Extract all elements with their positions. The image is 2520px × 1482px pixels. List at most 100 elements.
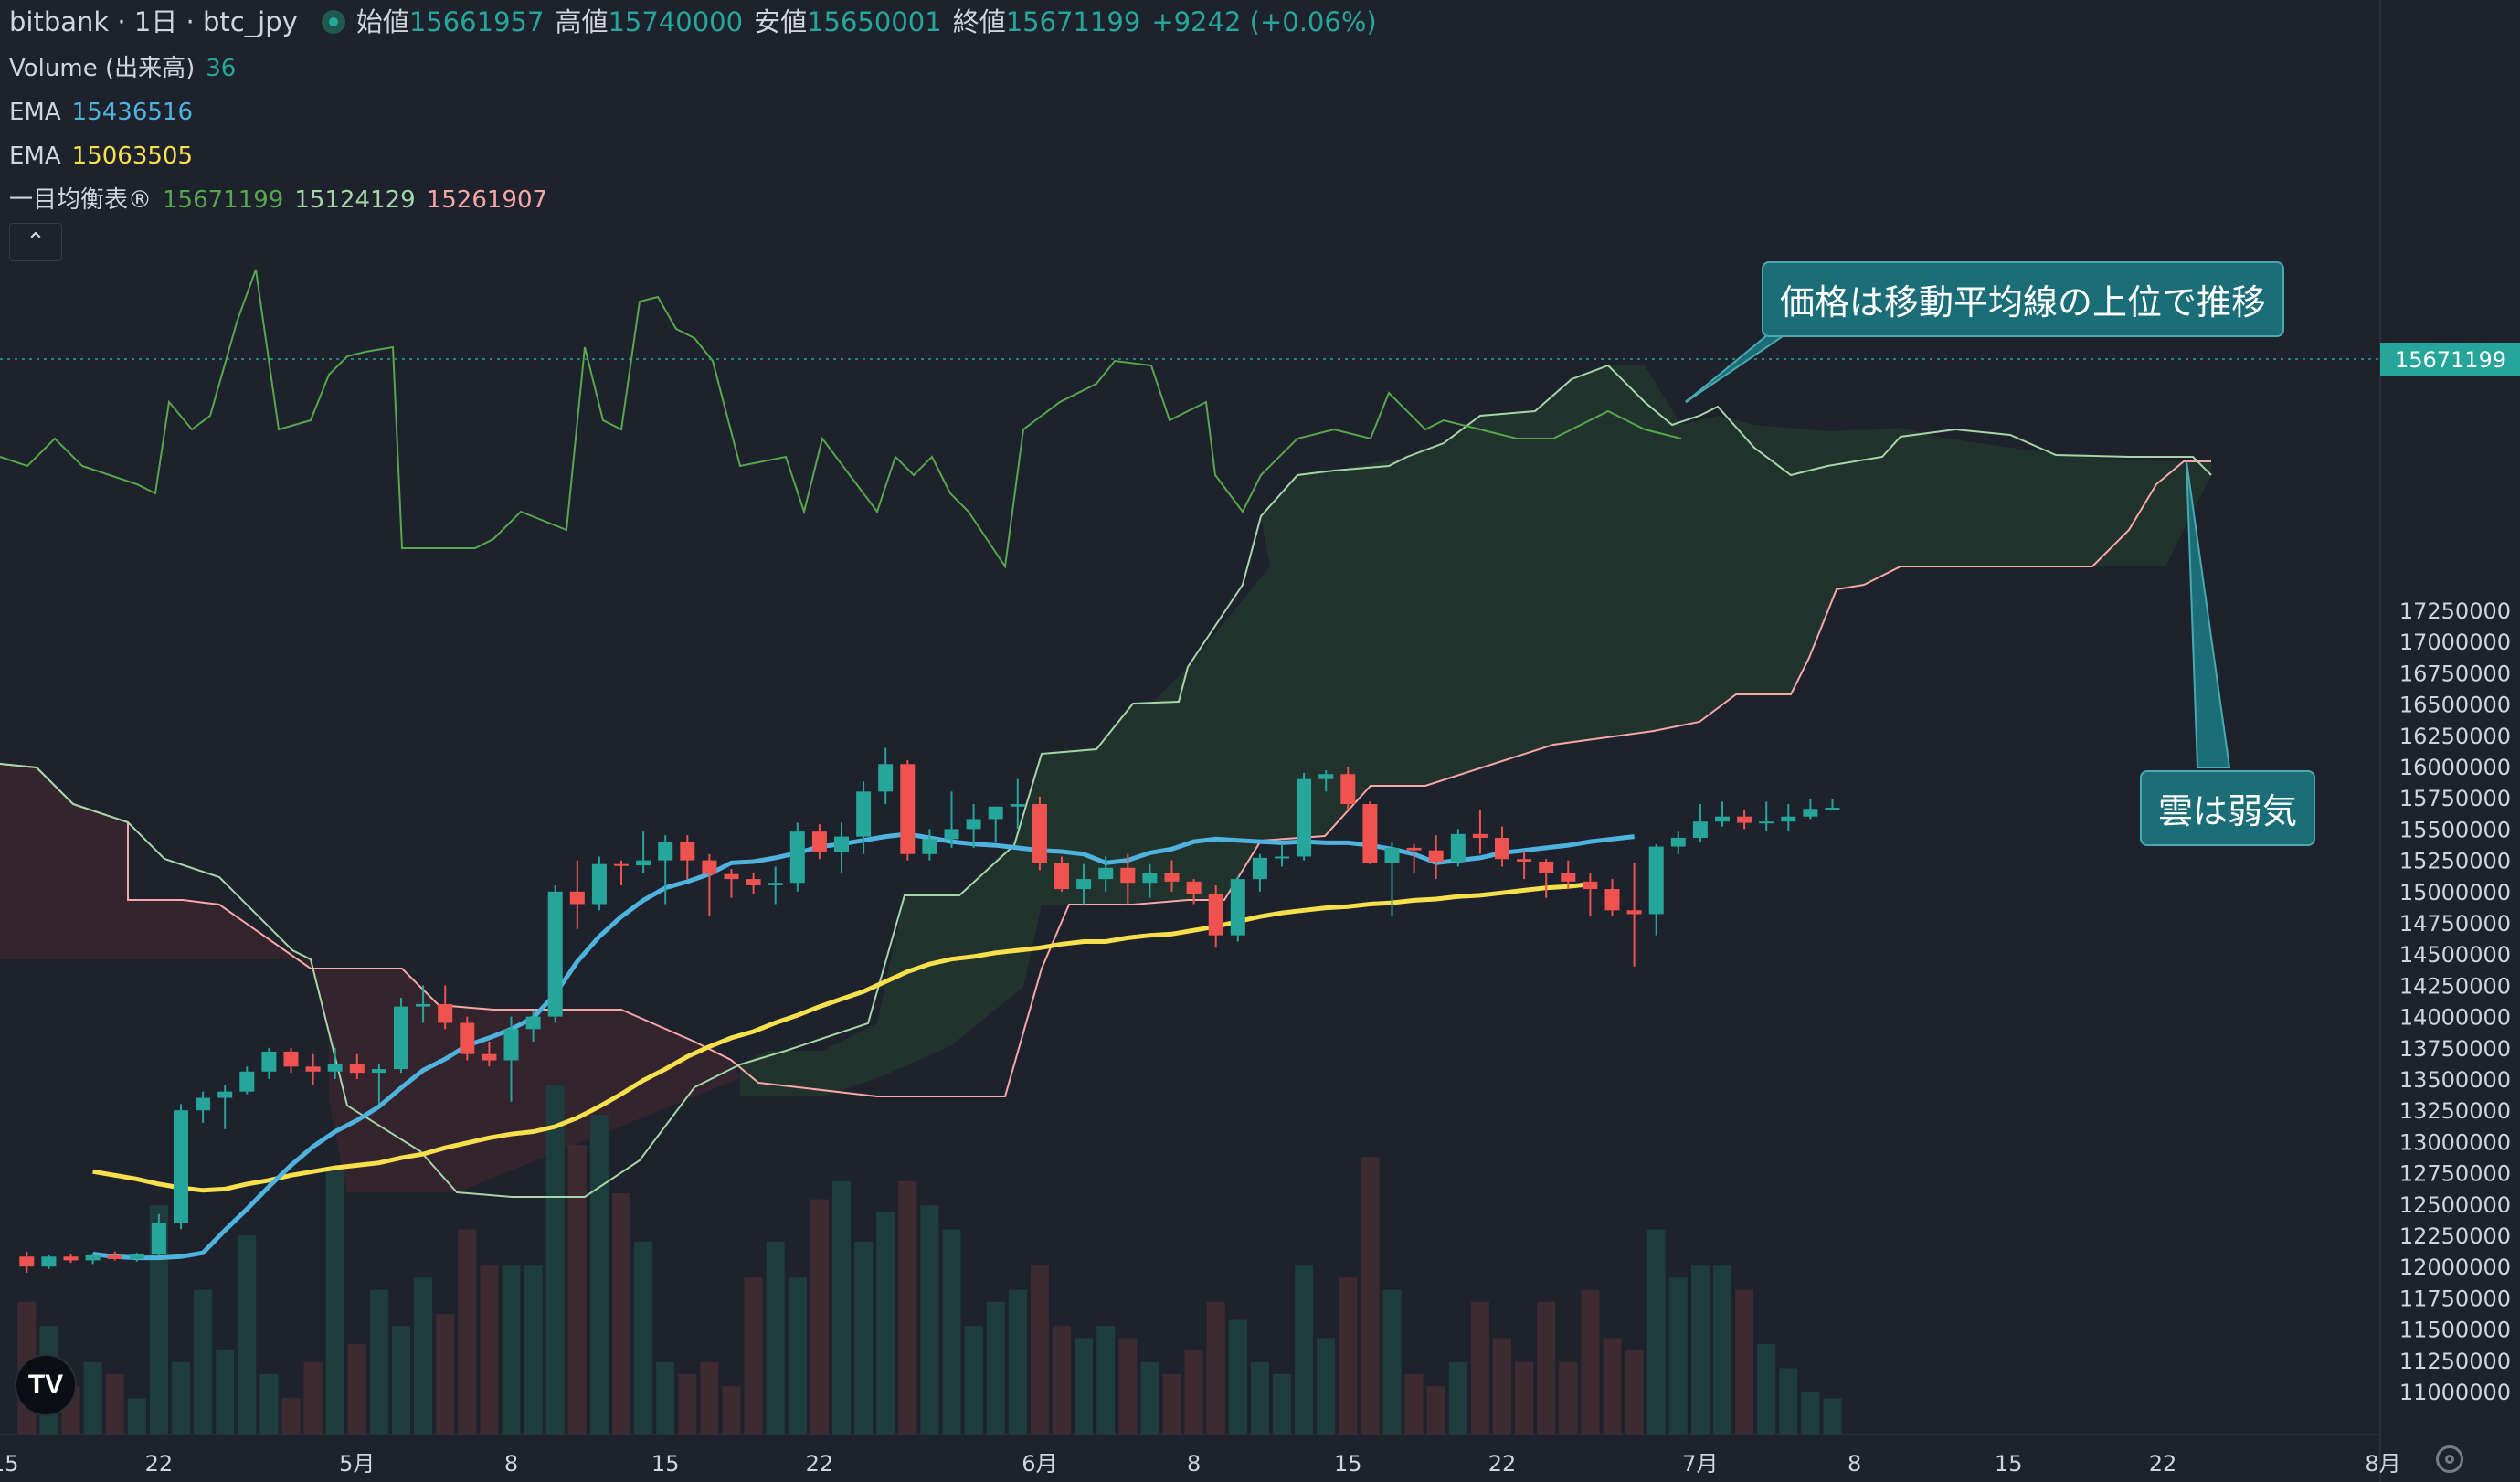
ichimoku-value-2: 15124129 [294,186,416,214]
symbol-title[interactable]: bitbank · 1日 · btc_jpy [9,6,298,37]
candle-body [1450,833,1466,862]
callout-tail-2 [2186,460,2231,768]
candle-body [988,806,1003,820]
volume-bar [898,1180,917,1434]
ichimoku-value-3: 15261907 [426,186,548,214]
volume-bar [1537,1301,1556,1434]
candle-body [1252,857,1267,880]
candle-body [724,873,739,880]
volume-bar [325,1169,344,1434]
candle-body [1142,873,1158,884]
price-axis[interactable]: 17250000 17000000 16750000 16500000 16250000… [2399,598,2511,1405]
time-tick-label: 15 [1334,1451,1362,1477]
change-value: +9242 (+0.06%) [1151,6,1377,37]
candle-body [1318,774,1334,779]
price-tick-label: 14750000 [2399,911,2511,937]
price-tick-label: 12000000 [2399,1254,2511,1280]
volume-bar [281,1398,301,1434]
callout-ma-note[interactable]: 価格は移動平均線の上位で推移 [1762,261,2285,337]
volume-bar [1250,1361,1269,1434]
volume-bar [545,1085,565,1434]
time-tick-label: 8月 [2365,1451,2400,1477]
volume-bar [1339,1277,1358,1434]
price-tick-label: 11000000 [2399,1380,2511,1405]
candle-body [371,1069,386,1074]
open-label: 始値 [355,6,409,37]
time-tick-label: 22 [2149,1451,2177,1477]
candle-body [129,1254,144,1259]
candle-body [1781,816,1796,822]
candle-body [1495,837,1509,860]
callout-cloud-note[interactable]: 雲は弱気 [2140,770,2316,846]
candle-body [1010,804,1025,807]
ichimoku-span-b-line [0,460,2211,1097]
candle-body [151,1223,166,1254]
volume-bar [1361,1157,1380,1434]
volume-bar [1735,1289,1754,1434]
volume-bar [1757,1344,1776,1434]
volume-bar [832,1180,851,1434]
candle-body [789,831,805,884]
time-tick-label: 15 [651,1451,680,1477]
volume-bar [1273,1374,1291,1434]
high-value: 15740000 [608,6,744,37]
candle-body [1032,804,1047,863]
volume-bar [1075,1338,1094,1434]
ema-fast-legend[interactable]: EMA 15436516 [9,101,204,124]
candle-body [1275,856,1289,859]
volume-bar [502,1265,521,1434]
candle-body [1054,863,1069,890]
candle-body [1825,807,1840,810]
collapse-legend-button[interactable]: ⌃ [9,223,62,261]
candle-body [1648,846,1664,915]
last-price-tag-text: 15671199 [2395,347,2506,373]
candle-body [680,842,695,861]
volume-label: Volume (出来高) [9,55,196,82]
volume-bar [172,1361,190,1434]
ema-fast-value: 15436516 [71,99,193,126]
volume-bar [259,1374,279,1434]
volume-bar [1140,1361,1159,1434]
volume-bar [105,1374,124,1434]
volume-bar [149,1205,168,1434]
volume-bar [1801,1392,1820,1434]
volume-bar [810,1199,829,1434]
tradingview-logo[interactable]: TV [15,1354,77,1416]
volume-bar [194,1289,213,1434]
price-tick-label: 15250000 [2399,849,2511,874]
candle-body [305,1066,321,1072]
volume-legend[interactable]: Volume (出来高) 36 [9,57,247,80]
candle-body [85,1254,101,1261]
candle-body [811,831,827,852]
volume-bar [700,1361,719,1434]
volume-bar [1581,1289,1600,1434]
settings-gear-icon[interactable] [2436,1445,2463,1473]
symbol-legend: bitbank · 1日 · btc_jpy 始値15661957 高値157400… [9,9,1388,36]
candle-body [702,860,717,874]
candle-body [1626,910,1642,915]
volume-bar [1668,1277,1688,1434]
volume-bar [1625,1350,1644,1434]
ichimoku-span-a-line [0,364,2212,1198]
chevron-up-icon: ⌃ [26,228,46,256]
candle-body [1737,816,1752,823]
volume-bar [369,1289,388,1434]
ichimoku-legend[interactable]: 一目均衡表® 15671199 15124129 15261907 [9,188,558,212]
price-tick-label: 17250000 [2399,598,2511,624]
candle-body [327,1064,343,1072]
candle-body [614,863,629,866]
volume-bar [1228,1319,1247,1434]
candle-body [196,1097,211,1111]
price-tick-label: 16500000 [2399,693,2511,718]
volume-bar [392,1326,410,1434]
time-axis[interactable]: 15 22 5月 8 15 22 6月 8 15 22 7月 8 15 22 8月 [0,1451,2401,1477]
volume-bar [480,1265,499,1434]
market-status-icon[interactable] [321,10,345,34]
candle-body [900,764,916,854]
ema-slow-legend[interactable]: EMA 15063505 [9,144,204,168]
tenkan-sen-line [0,269,1682,569]
price-tick-label: 15750000 [2399,786,2511,811]
volume-bar [920,1205,939,1434]
low-label: 安値 [754,6,808,37]
